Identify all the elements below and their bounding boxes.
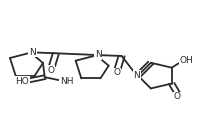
Text: O: O — [47, 66, 54, 75]
Text: HO: HO — [15, 77, 29, 86]
Text: O: O — [113, 68, 120, 77]
Text: N: N — [29, 48, 36, 57]
Text: OH: OH — [179, 56, 193, 65]
Text: N: N — [134, 71, 140, 80]
Text: O: O — [174, 92, 181, 101]
Text: NH: NH — [60, 77, 73, 86]
Text: N: N — [95, 50, 102, 59]
